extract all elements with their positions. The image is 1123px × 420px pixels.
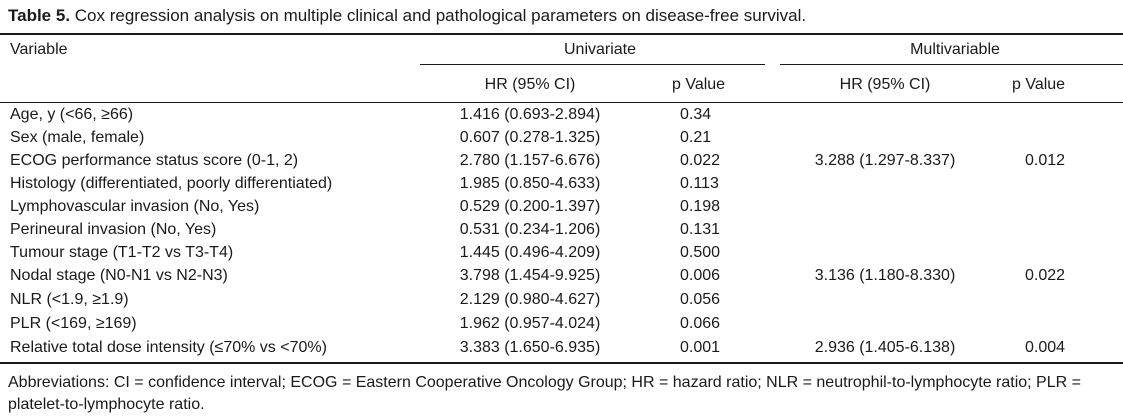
- univariate-span-rule: [420, 64, 765, 65]
- header-variable: Variable: [10, 41, 68, 58]
- header-multivariable-p: p Value: [1012, 76, 1066, 93]
- table-footnote: Abbreviations: CI = confidence interval;…: [8, 374, 1081, 413]
- cell-univariate-hr: 2.129 (0.980-4.627): [459, 291, 601, 308]
- multivariable-span-rule: [780, 64, 1123, 65]
- cell-univariate-hr: 1.445 (0.496-4.209): [459, 244, 601, 261]
- cell-univariate-p: 0.34: [680, 106, 712, 123]
- cell-univariate-hr: 3.798 (1.454-9.925): [459, 267, 601, 284]
- cell-variable: Age, y (<66, ≥66): [10, 106, 134, 123]
- cell-univariate-p: 0.056: [680, 291, 721, 308]
- header-univariate-hr: HR (95% CI): [484, 76, 576, 93]
- cell-variable: Sex (male, female): [10, 129, 145, 146]
- cell-multivariable-p: 0.004: [1024, 339, 1066, 356]
- cell-univariate-hr: 1.985 (0.850-4.633): [459, 175, 601, 192]
- cell-variable: PLR (<169, ≥169): [10, 315, 137, 332]
- cell-univariate-p: 0.066: [680, 315, 721, 332]
- header-multivariable-hr: HR (95% CI): [839, 76, 931, 93]
- cell-variable: NLR (<1.9, ≥1.9): [10, 291, 129, 308]
- table-bottom-rule: [0, 362, 1123, 364]
- cell-univariate-hr: 1.962 (0.957-4.024): [459, 315, 601, 332]
- cell-variable: ECOG performance status score (0-1, 2): [10, 152, 299, 169]
- cell-multivariable-hr: 3.136 (1.180-8.330): [814, 267, 956, 284]
- cell-multivariable-hr: 3.288 (1.297-8.337): [814, 152, 956, 169]
- cell-variable: Lymphovascular invasion (No, Yes): [10, 198, 260, 215]
- cell-variable: Tumour stage (T1-T2 vs T3-T4): [10, 244, 234, 261]
- header-univariate-p: p Value: [672, 76, 726, 93]
- cell-univariate-hr: 0.531 (0.234-1.206): [459, 221, 601, 238]
- cell-univariate-hr: 0.529 (0.200-1.397): [459, 198, 601, 215]
- cell-univariate-p: 0.001: [680, 339, 721, 356]
- cell-univariate-p: 0.113: [680, 175, 719, 192]
- cell-univariate-hr: 3.383 (1.650-6.935): [459, 339, 601, 356]
- cell-univariate-p: 0.198: [680, 198, 721, 215]
- cell-variable: Histology (differentiated, poorly differ…: [10, 175, 333, 192]
- table-label: Table 5.: [8, 6, 71, 25]
- cell-variable: Relative total dose intensity (≤70% vs <…: [10, 339, 327, 356]
- cell-univariate-p: 0.21: [680, 129, 712, 146]
- cell-univariate-hr: 1.416 (0.693-2.894): [459, 106, 601, 123]
- table-caption: Table 5. Cox regression analysis on mult…: [8, 6, 1113, 26]
- header-multivariable: Multivariable: [910, 41, 1000, 58]
- cell-multivariable-p: 0.022: [1024, 267, 1066, 284]
- cell-univariate-hr: 0.607 (0.278-1.325): [459, 129, 601, 146]
- cell-univariate-hr: 2.780 (1.157-6.676): [459, 152, 601, 169]
- table-top-rule: [0, 33, 1123, 35]
- cell-univariate-p: 0.131: [680, 221, 721, 238]
- cell-variable: Nodal stage (N0-N1 vs N2-N3): [10, 267, 228, 284]
- cell-variable: Perineural invasion (No, Yes): [10, 221, 217, 238]
- cell-multivariable-hr: 2.936 (1.405-6.138): [814, 339, 956, 356]
- cell-multivariable-p: 0.012: [1024, 152, 1066, 169]
- header-bottom-rule: [0, 102, 1123, 103]
- header-univariate: Univariate: [563, 41, 637, 58]
- cell-univariate-p: 0.500: [680, 244, 721, 261]
- table-caption-text: Cox regression analysis on multiple clin…: [70, 6, 807, 25]
- cell-univariate-p: 0.022: [680, 152, 721, 169]
- cell-univariate-p: 0.006: [680, 267, 721, 284]
